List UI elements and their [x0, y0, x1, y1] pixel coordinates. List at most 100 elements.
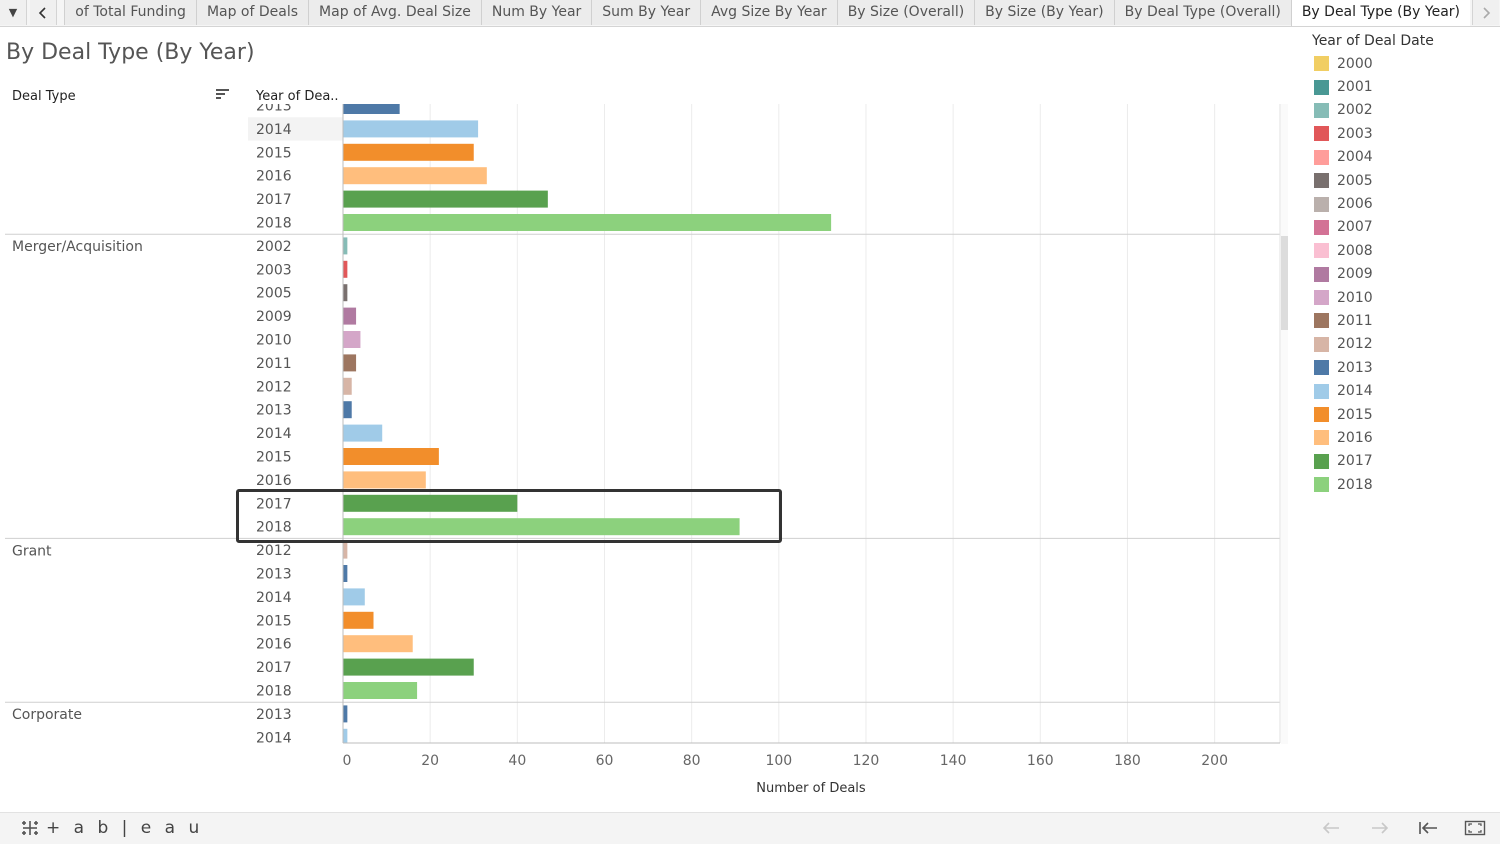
legend-item-2014[interactable]: 2014 [1314, 379, 1373, 402]
bar-group-2017[interactable] [343, 190, 548, 208]
tableau-logo[interactable]: + a b | e a u [20, 818, 203, 838]
deal-type-label[interactable]: Grant [12, 543, 52, 559]
vertical-scrollbar-thumb[interactable] [1281, 236, 1288, 330]
tab-0[interactable]: of Total Funding [64, 0, 196, 25]
vertical-scrollbar-track[interactable] [1281, 104, 1288, 744]
tabs-scroll-right-button[interactable] [1472, 0, 1499, 25]
legend-item-2015[interactable]: 2015 [1314, 403, 1373, 426]
tab-7[interactable]: By Size (By Year) [974, 0, 1114, 25]
bar-Grant-2014[interactable] [343, 588, 365, 606]
year-label[interactable]: 2016 [256, 473, 292, 489]
bar-Merger/Acquisition-2015[interactable] [343, 448, 439, 465]
legend-item-2009[interactable]: 2009 [1314, 263, 1373, 286]
bar-Grant-2013[interactable] [343, 565, 348, 582]
year-label[interactable]: 2017 [256, 192, 292, 208]
bar-Merger/Acquisition-2017[interactable] [343, 494, 518, 512]
legend-item-2007[interactable]: 2007 [1314, 216, 1373, 239]
year-label[interactable]: 2017 [256, 660, 292, 676]
legend-item-2005[interactable]: 2005 [1314, 169, 1373, 192]
tabs-scroll-left-button[interactable] [30, 0, 57, 25]
deal-type-label[interactable]: Merger/Acquisition [12, 239, 143, 255]
tab-5[interactable]: Avg Size By Year [700, 0, 837, 25]
bar-Merger/Acquisition-2005[interactable] [343, 284, 348, 302]
tab-2[interactable]: Map of Avg. Deal Size [308, 0, 481, 25]
year-label[interactable]: 2018 [256, 216, 292, 232]
year-label[interactable]: 2015 [256, 145, 292, 161]
year-label[interactable]: 2014 [256, 730, 292, 746]
bar-Grant-2015[interactable] [343, 611, 374, 629]
year-label[interactable]: 2010 [256, 333, 292, 349]
tab-6[interactable]: By Size (Overall) [836, 0, 975, 25]
header-year[interactable]: Year of Dea.. [256, 89, 339, 104]
year-label[interactable]: 2016 [256, 637, 292, 653]
bar-group-2013[interactable] [343, 100, 400, 114]
bar-group-2018[interactable] [343, 214, 832, 231]
bar-Grant-2012[interactable] [343, 541, 348, 559]
tab-4[interactable]: Sum By Year [591, 0, 701, 25]
year-label[interactable]: 2014 [256, 426, 292, 442]
header-deal-type[interactable]: Deal Type [12, 89, 76, 104]
legend-item-2002[interactable]: 2002 [1314, 99, 1373, 122]
year-label[interactable]: 2012 [256, 379, 292, 395]
bar-Grant-2016[interactable] [343, 635, 413, 653]
tab-8[interactable]: By Deal Type (Overall) [1113, 0, 1291, 25]
bar-Merger/Acquisition-2011[interactable] [343, 354, 357, 372]
revert-button[interactable] [1415, 817, 1441, 839]
year-label[interactable]: 2011 [256, 356, 292, 372]
year-label[interactable]: 2015 [256, 613, 292, 629]
bar-Merger/Acquisition-2016[interactable] [343, 471, 426, 489]
legend-item-2008[interactable]: 2008 [1314, 239, 1373, 262]
bar-Merger/Acquisition-2010[interactable] [343, 331, 361, 348]
year-label[interactable]: 2018 [256, 520, 292, 536]
redo-button[interactable] [1367, 817, 1393, 839]
tab-9[interactable]: By Deal Type (By Year) [1290, 0, 1470, 26]
bar-Merger/Acquisition-2012[interactable] [343, 377, 352, 395]
legend-item-2003[interactable]: 2003 [1314, 122, 1373, 145]
legend-item-2017[interactable]: 2017 [1314, 450, 1373, 473]
legend-item-2004[interactable]: 2004 [1314, 146, 1373, 169]
year-label[interactable]: 2005 [256, 286, 292, 302]
year-label[interactable]: 2017 [256, 496, 292, 512]
bar-Corporate-2014[interactable] [343, 728, 348, 746]
year-label[interactable]: 2013 [256, 567, 292, 583]
legend-item-2010[interactable]: 2010 [1314, 286, 1373, 309]
bar-Merger/Acquisition-2002[interactable] [343, 237, 348, 255]
legend-item-2012[interactable]: 2012 [1314, 333, 1373, 356]
sort-icon[interactable] [216, 88, 230, 100]
year-label[interactable]: 2013 [256, 403, 292, 419]
bar-group-2015[interactable] [343, 143, 474, 161]
year-label[interactable]: 2013 [256, 100, 292, 115]
bar-Corporate-2013[interactable] [343, 705, 348, 723]
legend-item-2000[interactable]: 2000 [1314, 52, 1373, 75]
bar-Grant-2018[interactable] [343, 682, 418, 699]
legend-item-2001[interactable]: 2001 [1314, 75, 1373, 98]
tabs-dropdown-button[interactable]: ▼ [0, 0, 27, 25]
year-label[interactable]: 2016 [256, 169, 292, 185]
bar-Merger/Acquisition-2009[interactable] [343, 307, 357, 325]
fullscreen-button[interactable] [1462, 817, 1488, 839]
legend-item-2013[interactable]: 2013 [1314, 356, 1373, 379]
bar-group-2016[interactable] [343, 167, 487, 185]
undo-button[interactable] [1318, 817, 1344, 839]
year-label[interactable]: 2003 [256, 262, 292, 278]
year-label[interactable]: 2002 [256, 239, 292, 255]
year-label[interactable]: 2013 [256, 707, 292, 723]
year-label[interactable]: 2009 [256, 309, 292, 325]
year-label[interactable]: 2018 [256, 684, 292, 700]
bar-Grant-2017[interactable] [343, 658, 474, 676]
bar-Merger/Acquisition-2014[interactable] [343, 424, 383, 442]
legend-item-2006[interactable]: 2006 [1314, 192, 1373, 215]
bar-Merger/Acquisition-2018[interactable] [343, 518, 740, 536]
year-label[interactable]: 2014 [256, 590, 292, 606]
bar-Merger/Acquisition-2003[interactable] [343, 260, 348, 278]
tab-1[interactable]: Map of Deals [195, 0, 309, 25]
bar-Merger/Acquisition-2013[interactable] [343, 401, 352, 419]
deal-type-label[interactable]: Corporate [12, 707, 82, 723]
year-label[interactable]: 2015 [256, 450, 292, 466]
bar-group-2014[interactable] [343, 120, 479, 138]
tab-3[interactable]: Num By Year [480, 0, 592, 25]
legend-item-2016[interactable]: 2016 [1314, 426, 1373, 449]
legend-item-2011[interactable]: 2011 [1314, 309, 1373, 332]
year-label[interactable]: 2012 [256, 543, 292, 559]
legend-item-2018[interactable]: 2018 [1314, 473, 1373, 496]
